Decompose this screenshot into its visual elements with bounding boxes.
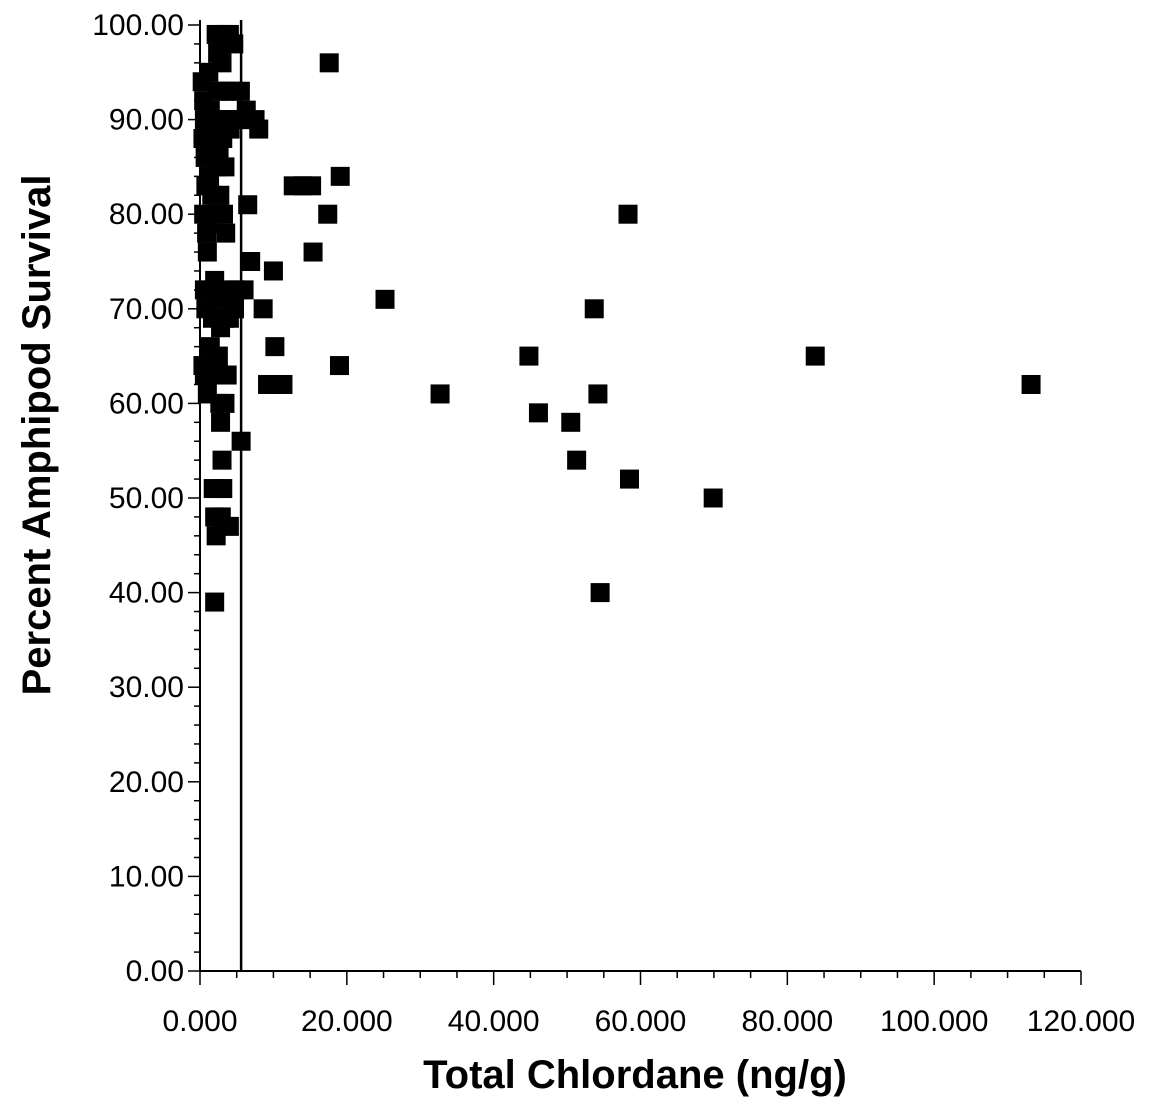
data-point [212, 53, 232, 73]
data-point [258, 374, 278, 394]
x-tick-label: 0.000 [162, 1005, 237, 1038]
data-point [618, 204, 638, 224]
axes [199, 20, 1081, 972]
x-tick-label: 60.000 [595, 1005, 687, 1038]
data-point [234, 280, 254, 300]
data-point [212, 450, 232, 470]
y-axis-ticks: 0.00 10.00 20.00 30.00 40.00 50.00 60.00 70.00 8… [92, 9, 200, 988]
data-point [211, 412, 231, 432]
data-point [319, 53, 339, 73]
data-point [205, 592, 225, 612]
data-point [225, 299, 245, 319]
data-point [273, 374, 293, 394]
data-point [303, 242, 323, 262]
data-point [213, 479, 233, 499]
data-point [253, 299, 273, 319]
data-point [430, 384, 450, 404]
y-tick-label: 10.00 [109, 860, 184, 893]
data-point [241, 252, 261, 271]
data-point [329, 356, 349, 376]
y-tick-label: 40.00 [109, 577, 184, 610]
y-tick-label: 100.00 [92, 9, 184, 42]
data-point [588, 384, 608, 404]
data-point [619, 469, 639, 489]
y-tick-label: 50.00 [109, 482, 184, 515]
data-point [210, 185, 230, 205]
data-point [208, 346, 228, 366]
y-tick-label: 30.00 [109, 671, 184, 704]
data-point [249, 119, 269, 139]
y-tick-label: 20.00 [109, 766, 184, 799]
data-point [567, 450, 587, 470]
y-tick-label: 90.00 [109, 104, 184, 137]
data-point [219, 516, 239, 536]
data-point [231, 431, 251, 451]
y-tick-label: 70.00 [109, 293, 184, 326]
data-point [230, 81, 250, 101]
data-point [805, 346, 825, 366]
y-tick-label: 0.00 [126, 955, 184, 988]
data-points [192, 24, 1041, 612]
data-point [584, 299, 604, 319]
data-point [215, 393, 235, 413]
data-point [265, 337, 285, 357]
data-point [302, 176, 322, 196]
data-point [215, 157, 235, 177]
data-point [216, 223, 236, 243]
data-point [528, 403, 548, 423]
x-axis-ticks: 0.000 20.000 40.000 60.000 80.000 100.000 120.… [162, 971, 1135, 1038]
data-point [519, 346, 539, 366]
data-point [197, 242, 217, 262]
y-tick-label: 80.00 [109, 198, 184, 231]
y-tick-label: 60.00 [109, 387, 184, 420]
y-axis-title: Percent Amphipod Survival [15, 175, 59, 696]
data-point [590, 583, 610, 603]
x-tick-label: 100.000 [880, 1005, 988, 1038]
x-axis-title: Total Chlordane (ng/g) [423, 1053, 847, 1097]
data-point [1021, 374, 1041, 394]
data-point [224, 34, 244, 54]
data-point [263, 261, 283, 281]
data-point [238, 195, 258, 215]
data-point [217, 365, 237, 385]
x-tick-label: 80.000 [741, 1005, 833, 1038]
data-point [213, 204, 233, 224]
data-point [318, 204, 338, 224]
x-tick-label: 20.000 [301, 1005, 393, 1038]
data-point [330, 166, 350, 186]
x-tick-label: 120.000 [1027, 1005, 1135, 1038]
data-point [561, 412, 581, 432]
data-point [703, 488, 723, 508]
x-tick-label: 40.000 [448, 1005, 540, 1038]
data-point [375, 289, 395, 309]
